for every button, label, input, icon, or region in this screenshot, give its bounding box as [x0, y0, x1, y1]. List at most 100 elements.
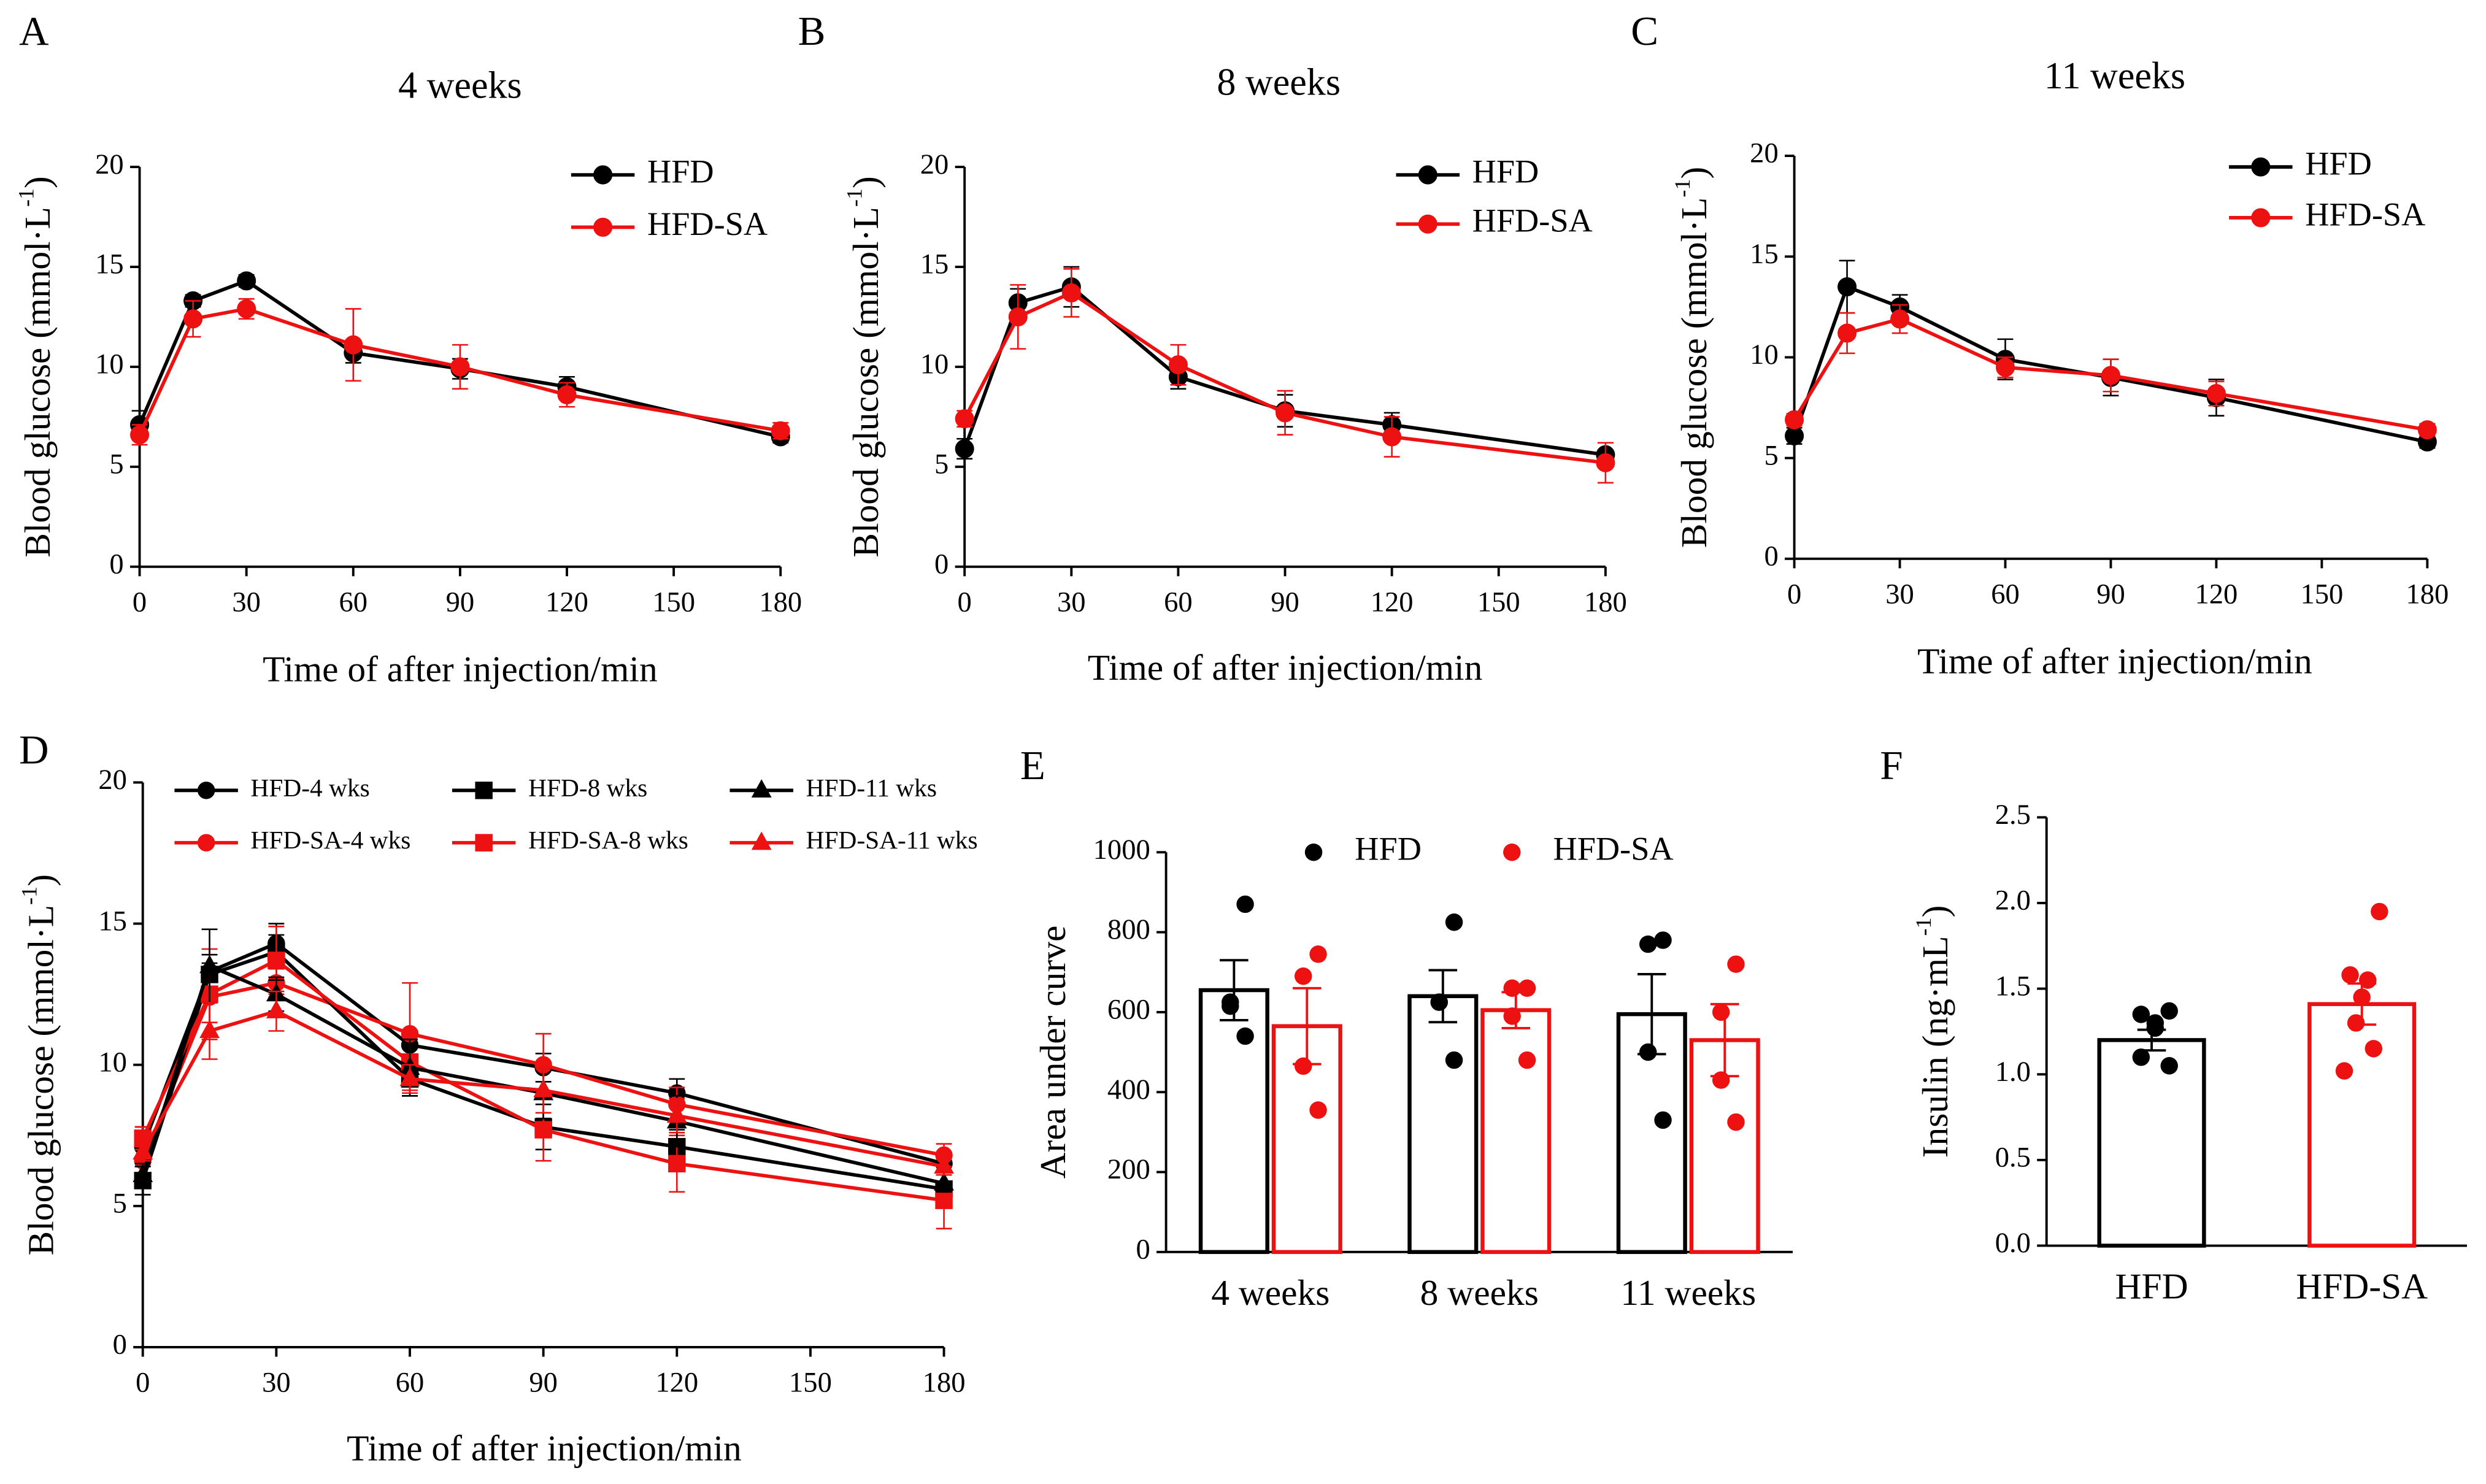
panel-letter: A — [19, 8, 49, 54]
chart-title: 4 weeks — [398, 65, 522, 107]
y-tick-label: 20 — [98, 764, 127, 796]
marker — [1785, 410, 1804, 429]
marker — [1838, 277, 1857, 297]
marker — [955, 409, 974, 429]
y-axis-label-part: -1 — [842, 188, 867, 207]
y-tick-label: 800 — [1107, 914, 1150, 945]
y-axis-label-part: ) — [1915, 905, 1955, 918]
marker — [1890, 309, 1910, 329]
data-point — [1727, 1113, 1745, 1131]
legend-marker — [593, 217, 613, 237]
legend-label: HFD-SA-11 wks — [806, 826, 978, 854]
y-axis-label-part: Area under curve — [1033, 926, 1073, 1179]
legend-marker — [1304, 843, 1323, 861]
legend-marker — [593, 165, 613, 185]
y-tick-label: 1.0 — [1995, 1056, 2031, 1088]
bar — [2097, 1038, 2206, 1248]
marker — [237, 271, 256, 291]
x-tick-label: HFD-SA — [2296, 1266, 2428, 1307]
chart-title: 11 weeks — [2044, 55, 2185, 97]
marker — [1276, 403, 1295, 423]
data-point — [1712, 1071, 1730, 1089]
x-tick-label: 180 — [1584, 587, 1627, 618]
y-axis-label-part: ) — [1673, 167, 1714, 179]
x-tick-label: 180 — [2406, 579, 2449, 610]
data-point — [2160, 1002, 2178, 1020]
legend-marker — [2251, 157, 2271, 177]
legend-marker — [197, 782, 215, 799]
y-tick-label: 15 — [98, 905, 127, 937]
marker — [237, 299, 256, 318]
marker — [533, 1078, 554, 1098]
marker — [266, 1000, 287, 1018]
bar — [1198, 988, 1269, 1255]
data-point — [1503, 979, 1521, 997]
panel-letter: B — [798, 8, 826, 54]
x-tick-label: 180 — [923, 1367, 966, 1399]
y-tick-label: 5 — [113, 1188, 127, 1220]
y-axis-label-part: Blood glucose (mmol·L — [845, 207, 886, 558]
marker — [534, 1121, 552, 1139]
legend-marker — [1418, 165, 1437, 185]
marker — [666, 1104, 687, 1123]
data-point — [1518, 979, 1536, 997]
legend-label: HFD — [1355, 831, 1422, 867]
y-axis-label-part: -1 — [1670, 179, 1695, 198]
marker — [1382, 427, 1402, 447]
y-tick-label: 20 — [1750, 138, 1779, 169]
y-axis-label-part: ) — [20, 874, 61, 886]
x-tick-label: 60 — [1991, 579, 2020, 610]
marker — [183, 309, 203, 329]
y-tick-label: 15 — [1750, 239, 1779, 270]
legend-marker — [475, 782, 493, 799]
y-tick-label: 2.5 — [1995, 799, 2031, 831]
marker — [344, 335, 363, 355]
data-point — [2341, 966, 2359, 984]
y-tick-label: 0.5 — [1995, 1142, 2031, 1174]
marker — [668, 1155, 686, 1173]
y-tick-label: 10 — [920, 349, 949, 380]
marker — [2417, 420, 2437, 440]
y-tick-label: 10 — [1750, 339, 1779, 371]
marker — [1061, 283, 1081, 302]
x-tick-label: 120 — [655, 1367, 698, 1399]
legend-label: HFD — [1472, 153, 1539, 190]
marker — [1008, 307, 1028, 327]
marker — [1838, 323, 1857, 343]
y-tick-label: 0 — [1764, 541, 1778, 572]
y-axis-label-part: -1 — [1912, 917, 1936, 936]
data-point — [2365, 1040, 2382, 1058]
x-tick-label: 90 — [446, 587, 475, 618]
marker — [1168, 355, 1188, 375]
y-axis-label-part: Blood glucose (mmol·L — [1673, 198, 1714, 548]
legend-label: HFD-SA — [647, 206, 768, 242]
x-axis-label: Time of after injection/min — [1917, 641, 2312, 682]
x-tick-label: 120 — [545, 587, 588, 618]
legend-label: HFD-SA — [2305, 196, 2425, 233]
marker — [450, 357, 470, 377]
x-axis-label: Time of after injection/min — [347, 1428, 742, 1468]
y-axis-label: Blood glucose (mmol·L-1) — [1670, 167, 1714, 548]
y-tick-label: 0 — [934, 548, 949, 580]
x-tick-label: 4 weeks — [1211, 1272, 1330, 1313]
y-axis-label-part: ) — [845, 176, 886, 188]
data-point — [1712, 1003, 1730, 1021]
legend-label: HFD-11 wks — [806, 774, 937, 802]
x-tick-label: 90 — [529, 1367, 558, 1399]
x-tick-label: 30 — [1057, 587, 1086, 618]
y-axis-label: Insulin (ng·mL-1) — [1912, 905, 1955, 1158]
marker — [133, 1164, 153, 1182]
x-tick-label: 0 — [958, 587, 972, 618]
y-tick-label: 20 — [920, 149, 949, 180]
marker — [1785, 426, 1804, 446]
data-point — [1430, 993, 1448, 1011]
legend-marker — [2251, 208, 2271, 228]
x-tick-label: 60 — [1164, 587, 1193, 618]
data-point — [2371, 902, 2388, 921]
marker — [955, 439, 974, 459]
data-point — [1294, 1057, 1312, 1075]
x-tick-label: 0 — [136, 1367, 150, 1399]
legend-marker — [1418, 214, 1437, 234]
data-point — [1236, 1027, 1254, 1045]
data-point — [2353, 988, 2371, 1006]
